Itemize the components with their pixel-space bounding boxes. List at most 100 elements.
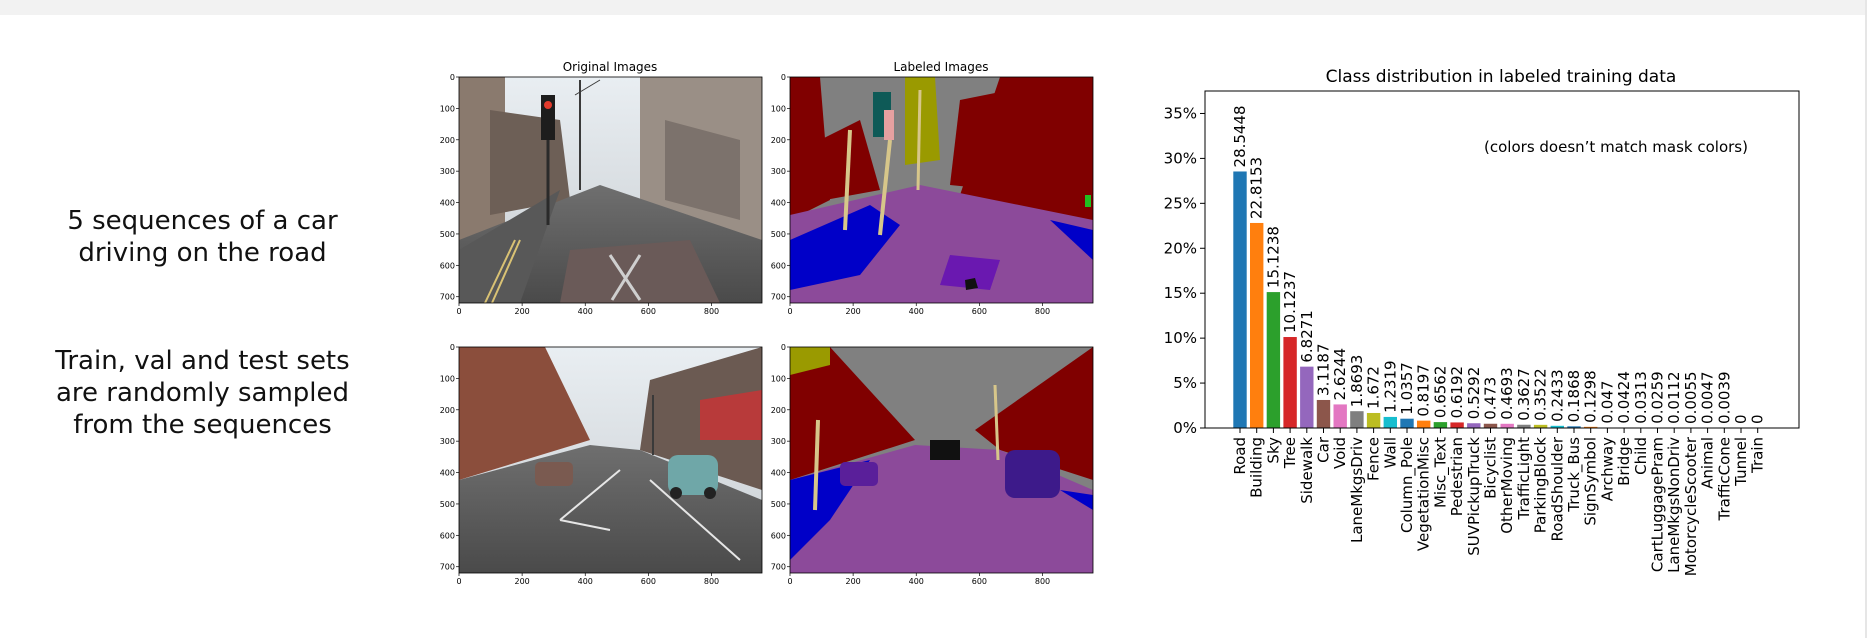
- value-label: 0: [1749, 414, 1767, 424]
- x-tick-label: Truck_Bus: [1565, 437, 1584, 513]
- y-tick-label: 300: [440, 167, 455, 176]
- value-label: 1.0357: [1398, 362, 1416, 415]
- y-tick-label: 5%: [1173, 374, 1197, 392]
- x-tick-label: Tree: [1281, 437, 1299, 469]
- y-tick-label: 10%: [1164, 329, 1197, 347]
- value-label: 0.6562: [1431, 366, 1449, 419]
- bar-column_pole: [1400, 418, 1414, 428]
- y-tick-label: 300: [440, 437, 455, 446]
- x-tick-label: 0: [456, 307, 461, 316]
- x-tick-label: OtherMoving: [1498, 437, 1516, 534]
- value-label: 0.0313: [1632, 371, 1650, 424]
- value-label: 1.8693: [1348, 355, 1366, 408]
- y-tick-label: 100: [440, 104, 455, 113]
- y-tick-label: 700: [771, 563, 786, 572]
- x-tick-label: TrafficCone: [1715, 437, 1733, 521]
- chart-annotation: (colors doesn’t match mask colors): [1484, 138, 1748, 156]
- labeled-image-2: [790, 347, 1093, 573]
- x-tick-label: Building: [1248, 437, 1266, 498]
- x-tick-label: LaneMkgsDriv: [1348, 437, 1366, 543]
- x-tick-label: Child: [1632, 437, 1650, 475]
- value-label: 0.047: [1598, 381, 1616, 424]
- x-tick-label: 0: [787, 577, 792, 586]
- x-tick-label: Animal: [1699, 437, 1717, 489]
- x-tick-label: Sky: [1264, 437, 1282, 464]
- y-tick-label: 35%: [1164, 104, 1197, 122]
- y-tick-label: 200: [440, 136, 455, 145]
- x-tick-label: Misc_Text: [1431, 437, 1450, 508]
- x-tick-label: Bridge: [1615, 437, 1633, 486]
- y-tick-label: 300: [771, 437, 786, 446]
- original-image-1: [459, 77, 762, 303]
- x-tick-label: 200: [845, 577, 860, 586]
- plot-frame: [1204, 90, 1800, 429]
- value-label: 0.1298: [1582, 370, 1600, 423]
- value-label: 0.5292: [1465, 367, 1483, 420]
- bar-fence: [1366, 412, 1381, 428]
- x-tick-label: 400: [909, 577, 924, 586]
- value-label: 2.6244: [1331, 348, 1349, 401]
- x-tick-label: Void: [1331, 437, 1349, 469]
- value-label: 0.0112: [1665, 371, 1683, 424]
- value-label: 0.0259: [1649, 371, 1667, 424]
- x-tick-label: 800: [1035, 307, 1050, 316]
- y-tick-label: 400: [771, 199, 786, 208]
- bar-trafficlight: [1517, 424, 1531, 428]
- x-tick-label: 200: [514, 577, 529, 586]
- y-tick-label: 400: [771, 469, 786, 478]
- col-title-labeled: Labeled Images: [893, 60, 988, 74]
- bar-void: [1333, 404, 1347, 428]
- image-frame-1: [458, 76, 763, 304]
- value-label: 1.2319: [1381, 360, 1399, 413]
- x-tick-label: 600: [972, 577, 987, 586]
- x-tick-label: CartLuggagePram: [1649, 437, 1667, 572]
- value-label: 10.1237: [1281, 271, 1299, 333]
- x-tick-label: RoadShoulder: [1548, 436, 1566, 541]
- bar-roadshoulder: [1550, 425, 1564, 428]
- x-tick-label: Sidewalk: [1298, 437, 1316, 504]
- x-tick-label: 600: [641, 307, 656, 316]
- y-tick-label: 25%: [1164, 194, 1197, 212]
- y-tick-label: 200: [771, 136, 786, 145]
- x-tick-label: Car: [1315, 436, 1333, 463]
- x-tick-label: 600: [972, 307, 987, 316]
- labeled-image-1: [790, 77, 1093, 303]
- bar-building: [1250, 222, 1264, 428]
- y-tick-label: 700: [771, 293, 786, 302]
- y-tick-label: 0%: [1173, 419, 1197, 437]
- image-frame-2: [789, 76, 1094, 304]
- original-image-2: [459, 347, 762, 573]
- value-label: 0.0424: [1615, 371, 1633, 424]
- y-tick-label: 300: [771, 167, 786, 176]
- caption-sampling: Train, val and test sets are randomly sa…: [55, 346, 350, 440]
- bars: [1233, 171, 1731, 428]
- bar-car: [1316, 399, 1331, 428]
- x-tick-label: 0: [456, 577, 461, 586]
- y-tick-label: 500: [771, 230, 786, 239]
- y-tick-label: 0: [450, 343, 455, 352]
- x-tick-labels: RoadBuildingSkyTreeSidewalkCarVoidLaneMk…: [1231, 428, 1767, 576]
- bar-suvpickuptruck: [1467, 423, 1481, 428]
- y-tick-label: 200: [440, 406, 455, 415]
- bar-tree: [1283, 337, 1297, 428]
- x-tick-label: Fence: [1365, 437, 1383, 481]
- y-tick-label: 100: [440, 374, 455, 383]
- value-label: 1.672: [1365, 366, 1383, 409]
- x-tick-label: 200: [514, 307, 529, 316]
- x-tick-label: 400: [909, 307, 924, 316]
- y-tick-label: 500: [771, 500, 786, 509]
- x-tick-label: Wall: [1381, 437, 1399, 468]
- value-label: 15.1238: [1264, 226, 1282, 288]
- value-label: 0: [1732, 414, 1750, 424]
- x-tick-label: Train: [1749, 437, 1767, 474]
- y-tick-label: 100: [771, 374, 786, 383]
- bar-sky: [1266, 292, 1281, 428]
- x-tick-label: SignSymbol: [1582, 437, 1600, 526]
- bar-truck_bus: [1567, 426, 1581, 428]
- value-label: 0.0047: [1699, 371, 1717, 424]
- x-tick-label: 800: [704, 577, 719, 586]
- x-tick-label: VegetationMisc: [1415, 437, 1433, 551]
- y-tick-label: 15%: [1164, 284, 1197, 302]
- bar-sidewalk: [1300, 366, 1314, 428]
